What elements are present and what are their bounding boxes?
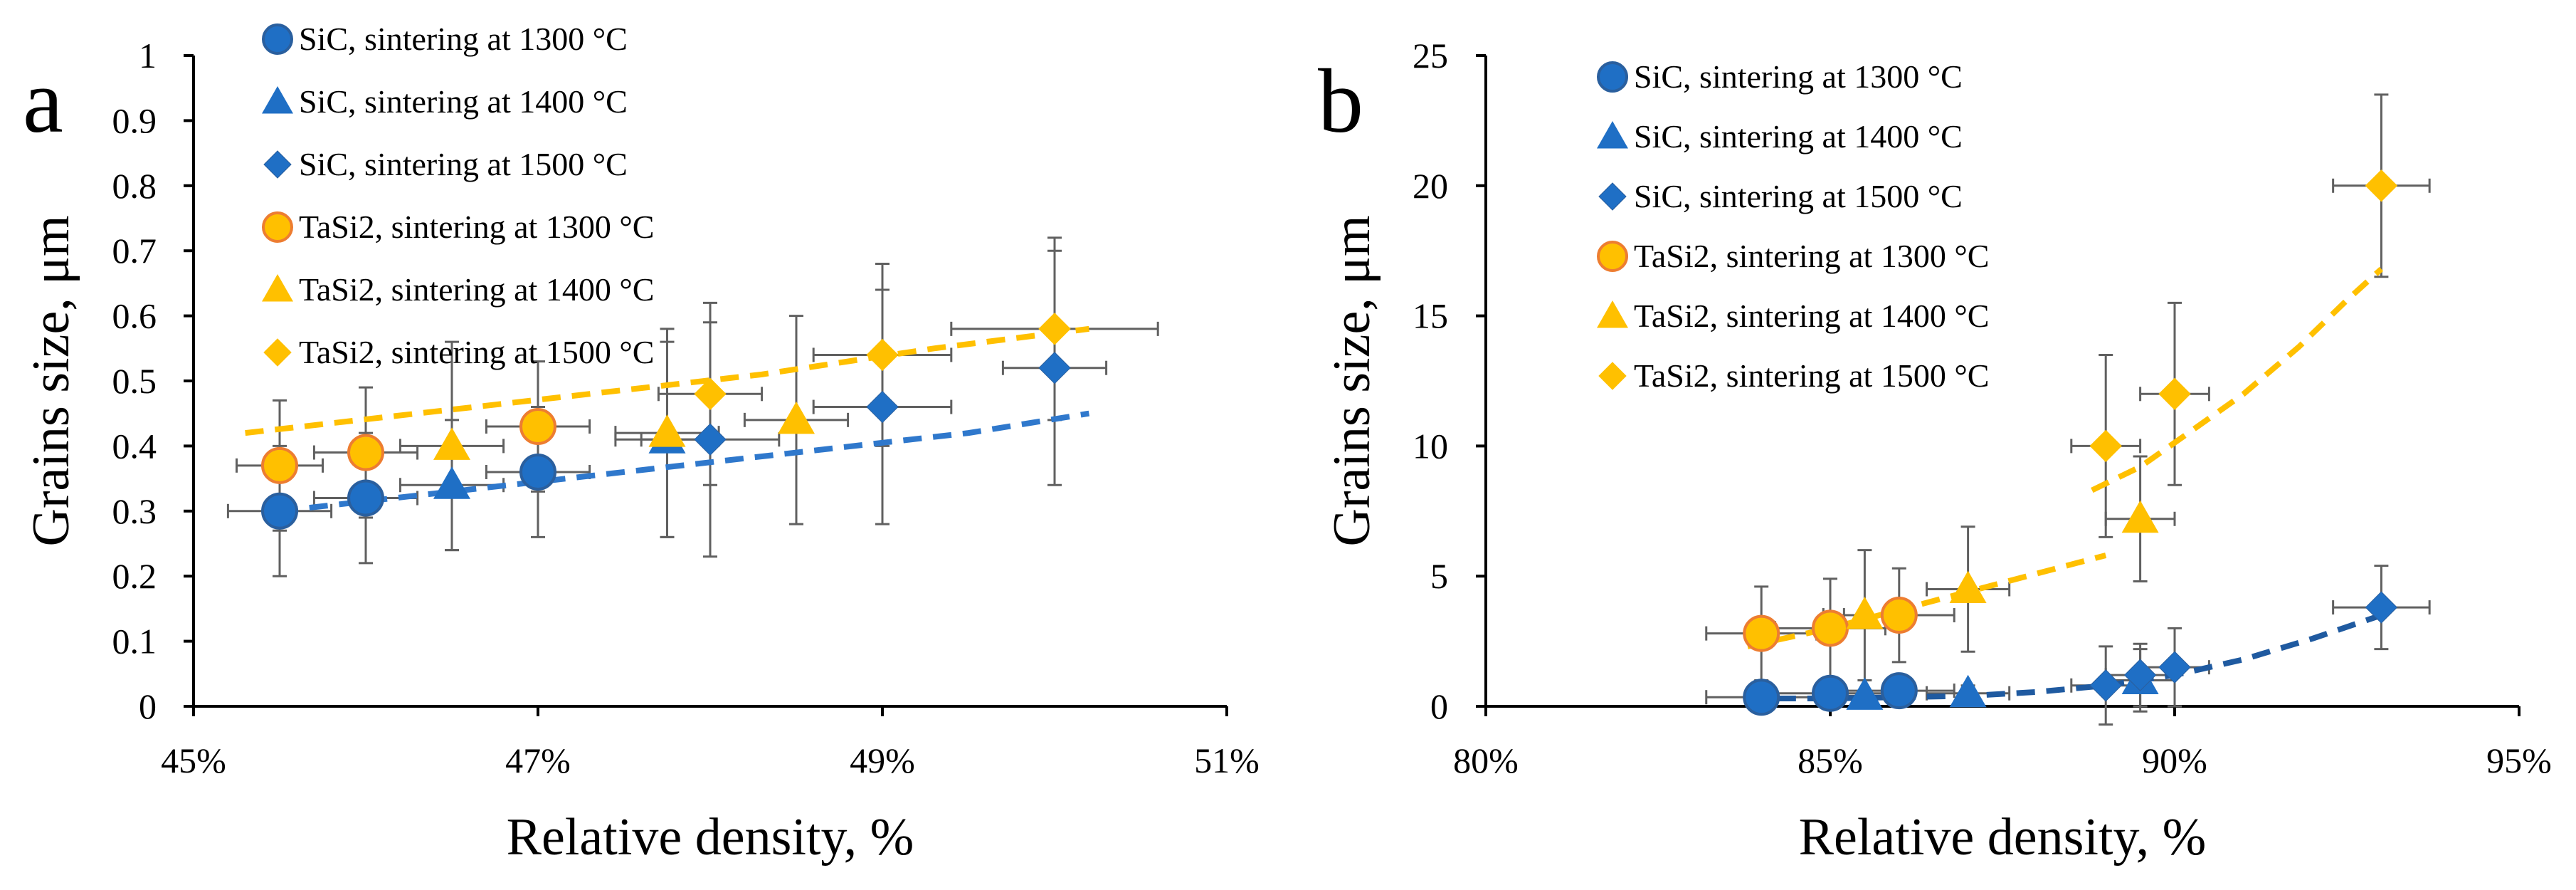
legend-marker-triangle (262, 86, 293, 114)
x-tick-label: 49% (850, 740, 915, 780)
data-point-triangle (2121, 500, 2159, 533)
y-tick-label: 1 (139, 36, 157, 75)
data-point-circle (1880, 597, 1918, 634)
data-point-diamond (2089, 669, 2122, 702)
data-point-triangle (1949, 570, 1987, 603)
data-point-circle (261, 446, 298, 484)
data-point-diamond (694, 423, 727, 456)
data-point-circle (519, 453, 556, 491)
y-tick-label: 15 (1413, 296, 1448, 336)
legend-label: SiC, sintering at 1300 °C (299, 21, 628, 57)
data-point-circle (261, 492, 298, 530)
legend-marker-diamond (1598, 182, 1627, 211)
y-tick-label: 0.3 (112, 491, 157, 531)
data-point-diamond (2158, 377, 2191, 410)
trendline-sic (279, 410, 1090, 514)
x-tick-label: 85% (1798, 740, 1863, 780)
chart-panel-b: b 0 5 10 15 20 25 80% 85% 90% 95% Relative density,… (1318, 36, 2552, 867)
legend-marker-diamond (263, 150, 292, 179)
data-point-triangle (433, 427, 470, 460)
legend-marker-triangle (262, 274, 293, 302)
legend-label: TaSi2, sintering at 1300 °C (1634, 238, 1989, 274)
data-point-circle (519, 407, 556, 445)
legend-label: TaSi2, sintering at 1500 °C (1634, 357, 1989, 394)
data-point-circle (347, 434, 384, 471)
data-point-diamond (866, 338, 899, 372)
data-point-circle (1743, 679, 1780, 716)
y-tick-label: 25 (1413, 36, 1448, 75)
legend-label: SiC, sintering at 1500 °C (299, 146, 628, 182)
data-point-circle (1743, 614, 1780, 652)
legend-label: TaSi2, sintering at 1400 °C (1634, 298, 1989, 334)
y-tick-label: 0 (139, 686, 157, 726)
panel-letter: a (23, 51, 63, 152)
data-point-diamond (2089, 429, 2122, 463)
y-tick-label: 0.2 (112, 556, 157, 596)
y-tick-label: 0.6 (112, 296, 157, 336)
x-tick-label: 51% (1194, 740, 1260, 780)
data-point-triangle (778, 401, 815, 434)
legend-marker-circle (262, 211, 293, 243)
legend-label: TaSi2, sintering at 1300 °C (299, 209, 654, 245)
y-tick-label: 0.8 (112, 166, 157, 206)
chart-panel-a: a 0 0.1 0.2 0.3 0.4 0.5 0.6 0.7 0.8 0.9 1 45% 47% 49% 5… (22, 21, 1260, 867)
legend-label: TaSi2, sintering at 1500 °C (299, 334, 654, 370)
data-point-diamond (2365, 169, 2398, 202)
data-point-diamond (2365, 591, 2398, 624)
data-point-triangle (433, 466, 470, 499)
y-tick-label: 5 (1430, 556, 1448, 596)
data-point-triangle (1949, 674, 1987, 708)
data-point-diamond (2158, 651, 2191, 684)
y-tick-label: 0.7 (112, 231, 157, 271)
y-axis-title: Grains size, μm (22, 215, 80, 546)
panel-letter: b (1318, 51, 1363, 152)
x-tick-label: 90% (2142, 740, 2207, 780)
data-point-circle (347, 479, 384, 517)
y-tick-label: 10 (1413, 426, 1448, 466)
legend-marker-triangle (1597, 121, 1628, 149)
y-tick-label: 0.5 (112, 361, 157, 401)
y-tick-label: 0 (1430, 686, 1448, 726)
data-point-circle (1812, 674, 1849, 712)
data-point-diamond (1038, 313, 1071, 345)
trendline-tasi2 (2091, 266, 2384, 493)
data-point-triangle (1846, 597, 1884, 629)
x-tick-label: 47% (505, 740, 571, 780)
y-axis-title: Grains size, μm (1323, 215, 1381, 546)
legend-label: SiC, sintering at 1400 °C (1634, 118, 1963, 155)
legend-marker-circle (1597, 241, 1628, 272)
y-tick-label: 0.1 (112, 622, 157, 661)
data-point-circle (1880, 672, 1918, 710)
data-point-diamond (694, 377, 727, 410)
legend-label: SiC, sintering at 1500 °C (1634, 178, 1963, 214)
x-axis-title: Relative density, % (1799, 808, 2207, 867)
legend: SiC, sintering at 1300 °C SiC, sintering … (262, 21, 654, 370)
trendline-tasi2 (245, 325, 1089, 436)
legend-marker-triangle (1597, 300, 1628, 328)
x-tick-label: 95% (2486, 740, 2552, 780)
legend-marker-diamond (263, 338, 292, 367)
legend-marker-circle (262, 23, 293, 55)
legend-label: SiC, sintering at 1300 °C (1634, 58, 1963, 95)
x-tick-label: 45% (161, 740, 226, 780)
y-tick-label: 0.4 (112, 426, 157, 466)
legend: SiC, sintering at 1300 °C SiC, sintering … (1597, 58, 1989, 394)
legend-marker-diamond (1598, 362, 1627, 390)
data-point-diamond (866, 390, 899, 424)
data-point-diamond (1038, 352, 1071, 384)
legend-label: TaSi2, sintering at 1400 °C (299, 271, 654, 308)
data-point-triangle (648, 414, 686, 447)
data-point-triangle (1846, 677, 1884, 710)
legend-label: SiC, sintering at 1400 °C (299, 83, 628, 120)
data-point-diamond (2123, 659, 2157, 691)
legend-marker-circle (1597, 61, 1628, 93)
x-tick-label: 80% (1453, 740, 1519, 780)
y-tick-label: 20 (1413, 166, 1448, 206)
data-point-circle (1812, 609, 1849, 647)
x-axis-title: Relative density, % (507, 808, 914, 867)
y-tick-label: 0.9 (112, 100, 157, 140)
